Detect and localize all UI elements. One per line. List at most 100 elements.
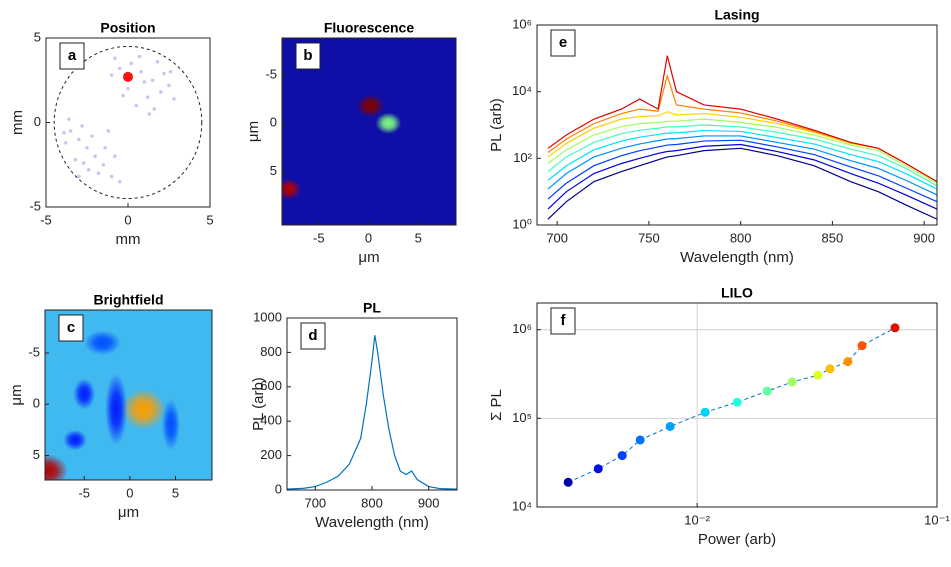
y-tick-label: 10⁴ bbox=[512, 498, 532, 513]
y-tick-label: 10⁴ bbox=[512, 83, 532, 98]
panel-title: PL bbox=[363, 300, 381, 316]
y-tick-label: 10⁰ bbox=[512, 216, 532, 231]
point bbox=[101, 162, 106, 167]
panel-label: e bbox=[559, 34, 567, 51]
point bbox=[93, 154, 97, 159]
line bbox=[547, 118, 937, 184]
line bbox=[547, 55, 937, 183]
point bbox=[81, 161, 86, 165]
point bbox=[147, 112, 152, 116]
point bbox=[118, 66, 122, 71]
point bbox=[762, 386, 772, 396]
y-tick-label: 0 bbox=[270, 115, 277, 130]
point bbox=[617, 451, 627, 461]
axes-frame bbox=[281, 37, 457, 226]
y-axis-label: μm bbox=[8, 384, 25, 405]
point bbox=[593, 464, 603, 474]
spot bbox=[105, 373, 128, 446]
y-tick-label: 800 bbox=[260, 344, 282, 359]
point bbox=[843, 357, 853, 367]
x-axis-label: Wavelength (nm) bbox=[315, 514, 429, 531]
point bbox=[77, 174, 81, 179]
point bbox=[150, 78, 155, 83]
point bbox=[159, 90, 163, 94]
y-tick-label: 10² bbox=[513, 150, 532, 165]
x-tick-label: 5 bbox=[206, 212, 213, 227]
spot bbox=[375, 112, 402, 134]
panel-label-box bbox=[59, 42, 85, 70]
line bbox=[547, 124, 937, 187]
spot bbox=[45, 454, 68, 480]
point bbox=[80, 124, 84, 128]
point bbox=[635, 435, 645, 445]
point bbox=[162, 71, 166, 76]
x-axis-label: μm bbox=[118, 504, 139, 521]
spot bbox=[121, 388, 166, 430]
y-tick-label: 10⁵ bbox=[512, 410, 532, 425]
y-tick-label: -5 bbox=[28, 344, 40, 359]
x-tick-label: 0 bbox=[124, 212, 131, 227]
point bbox=[103, 146, 107, 150]
x-tick-label: 750 bbox=[638, 230, 660, 245]
x-tick-label: 700 bbox=[546, 230, 568, 245]
point bbox=[73, 157, 78, 162]
x-tick-label: 10⁻² bbox=[684, 512, 710, 527]
spot bbox=[84, 330, 121, 356]
panel-title: Fluorescence bbox=[324, 20, 414, 36]
spot bbox=[282, 178, 301, 200]
x-tick-label: 900 bbox=[913, 230, 935, 245]
y-axis-label: mm bbox=[9, 110, 26, 135]
line bbox=[547, 143, 937, 210]
x-axis-label: Power (arb) bbox=[698, 531, 776, 548]
point bbox=[167, 83, 171, 88]
point bbox=[77, 137, 81, 142]
x-tick-label: 800 bbox=[361, 495, 383, 510]
point bbox=[142, 80, 147, 84]
x-tick-label: -5 bbox=[40, 212, 52, 227]
x-tick-label: 5 bbox=[415, 230, 422, 245]
panel-label: a bbox=[68, 47, 77, 64]
point bbox=[90, 134, 94, 138]
axes-bg bbox=[537, 25, 937, 225]
panel-title: Position bbox=[100, 20, 155, 36]
boundary-circle bbox=[53, 45, 203, 200]
x-axis-label: μm bbox=[358, 249, 379, 266]
axes-frame bbox=[45, 37, 211, 208]
point bbox=[890, 323, 900, 333]
panel-label-box bbox=[300, 322, 326, 350]
x-tick-label: 850 bbox=[822, 230, 844, 245]
panel-label-box bbox=[58, 314, 84, 342]
point bbox=[106, 129, 111, 133]
point bbox=[86, 168, 91, 172]
line bbox=[547, 135, 937, 196]
point bbox=[126, 86, 130, 91]
axes-frame bbox=[286, 317, 458, 491]
point bbox=[563, 477, 573, 487]
point bbox=[139, 70, 143, 74]
point bbox=[155, 59, 160, 64]
panel-label: c bbox=[67, 319, 75, 336]
plot-area bbox=[45, 310, 212, 480]
point bbox=[134, 103, 138, 108]
panel-title: Brightfield bbox=[94, 292, 164, 308]
x-tick-label: 0 bbox=[365, 230, 372, 245]
line bbox=[547, 129, 937, 190]
panel-label: d bbox=[308, 327, 317, 344]
point bbox=[121, 93, 125, 98]
y-tick-label: 400 bbox=[260, 413, 282, 428]
panel-title: LILO bbox=[721, 285, 753, 301]
spot bbox=[73, 378, 96, 410]
y-tick-label: 0 bbox=[33, 396, 40, 411]
point bbox=[137, 54, 142, 59]
point bbox=[109, 174, 114, 179]
point bbox=[857, 341, 867, 351]
y-tick-label: 5 bbox=[33, 447, 40, 462]
point bbox=[732, 397, 742, 407]
y-tick-label: 600 bbox=[260, 378, 282, 393]
y-tick-label: 0 bbox=[275, 481, 282, 496]
line bbox=[547, 147, 937, 220]
spot bbox=[161, 399, 181, 451]
point bbox=[62, 130, 66, 135]
y-axis-label: μm bbox=[245, 121, 262, 142]
